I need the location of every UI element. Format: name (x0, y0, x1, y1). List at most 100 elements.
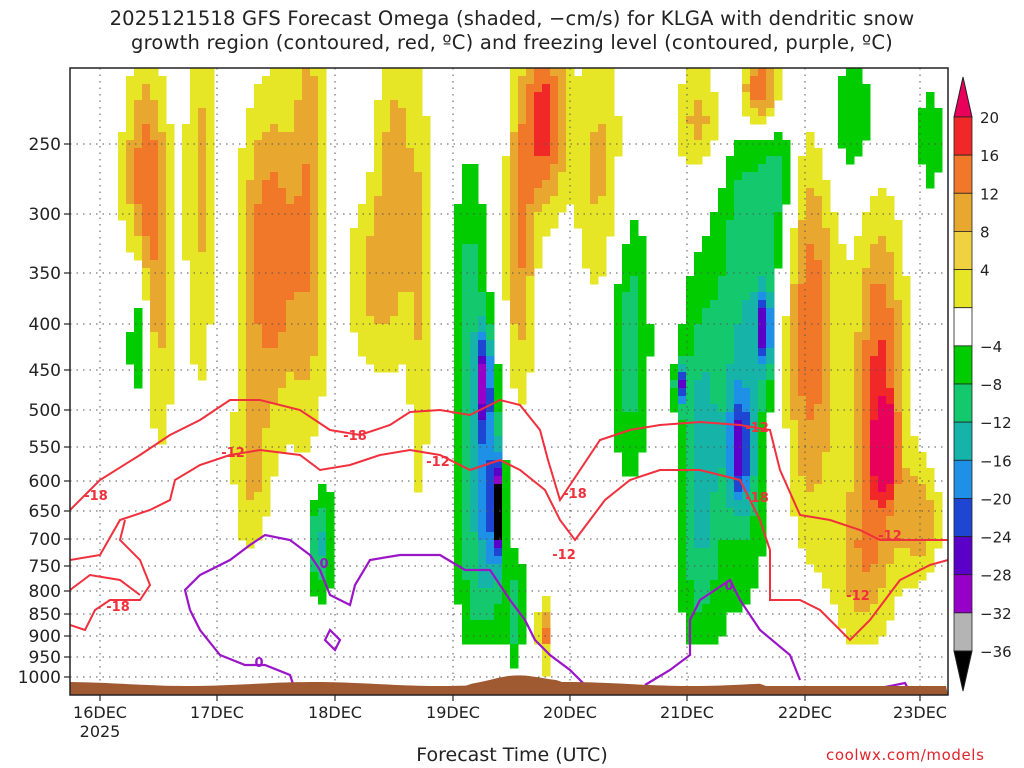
omega-cell (150, 100, 159, 109)
omega-cell (318, 268, 327, 277)
omega-cell (838, 84, 847, 93)
omega-cell (302, 284, 311, 293)
omega-cell (822, 572, 831, 581)
omega-cell (710, 132, 719, 141)
omega-cell (734, 204, 743, 213)
colorbar-band (953, 498, 973, 537)
omega-cell (870, 460, 879, 469)
omega-cell (814, 532, 823, 541)
omega-cell (566, 92, 575, 101)
omega-cell (718, 556, 727, 565)
omega-cell (726, 396, 735, 405)
omega-cell (398, 212, 407, 221)
omega-cell (846, 348, 855, 357)
omega-cell (302, 388, 311, 397)
omega-cell (870, 324, 879, 333)
omega-cell (694, 348, 703, 357)
omega-cell (454, 596, 463, 605)
omega-cell (838, 556, 847, 565)
omega-cell (726, 156, 735, 165)
omega-cell (886, 284, 895, 293)
omega-cell (550, 172, 559, 181)
omega-cell (246, 508, 255, 517)
omega-cell (838, 596, 847, 605)
omega-cell (374, 228, 383, 237)
omega-cell (302, 84, 311, 93)
omega-cell (534, 124, 543, 133)
omega-cell (830, 364, 839, 373)
omega-cell (798, 508, 807, 517)
omega-cell (526, 356, 535, 365)
omega-cell (590, 148, 599, 157)
y-tick-label: 750 (29, 557, 61, 577)
omega-cell (270, 84, 279, 93)
omega-cell (118, 188, 127, 197)
omega-cell (198, 324, 207, 333)
omega-cell (190, 92, 199, 101)
omega-cell (374, 292, 383, 301)
omega-cell (886, 564, 895, 573)
omega-cell (206, 76, 215, 85)
omega-cell (630, 420, 639, 429)
omega-cell (150, 220, 159, 229)
omega-cell (702, 332, 711, 341)
omega-cell (590, 124, 599, 133)
omega-cell (758, 76, 767, 85)
omega-cell (598, 140, 607, 149)
omega-cell (686, 476, 695, 485)
omega-cell (558, 148, 567, 157)
omega-cell (454, 356, 463, 365)
omega-cell (366, 196, 375, 205)
omega-cell (926, 500, 935, 509)
omega-cell (198, 148, 207, 157)
omega-cell (566, 108, 575, 117)
omega-cell (190, 204, 199, 213)
omega-cell (750, 284, 759, 293)
omega-cell (422, 364, 431, 373)
omega-cell (510, 348, 519, 357)
omega-cell (494, 604, 503, 613)
omega-cell (710, 228, 719, 237)
omega-cell (246, 188, 255, 197)
omega-cell (902, 492, 911, 501)
omega-cell (454, 492, 463, 501)
omega-cell (870, 300, 879, 309)
omega-cell (246, 404, 255, 413)
omega-cell (878, 316, 887, 325)
omega-cell (806, 356, 815, 365)
omega-cell (206, 148, 215, 157)
omega-cell (190, 268, 199, 277)
omega-cell (614, 348, 623, 357)
omega-cell (854, 124, 863, 133)
omega-cell (622, 244, 631, 253)
omega-cell (790, 300, 799, 309)
omega-cell (190, 124, 199, 133)
omega-cell (390, 356, 399, 365)
omega-cell (542, 612, 551, 621)
omega-cell (198, 276, 207, 285)
omega-cell (526, 68, 535, 77)
omega-cell (606, 212, 615, 221)
omega-cell (150, 388, 159, 397)
omega-cell (414, 164, 423, 173)
omega-cell (486, 476, 495, 485)
omega-cell (798, 284, 807, 293)
omega-cell (606, 116, 615, 125)
omega-cell (758, 468, 767, 477)
omega-cell (710, 308, 719, 317)
y-tick-label: 550 (29, 438, 61, 458)
omega-cell (366, 300, 375, 309)
omega-cell (710, 556, 719, 565)
omega-cell (878, 396, 887, 405)
omega-cell (454, 244, 463, 253)
omega-cell (710, 324, 719, 333)
omega-cell (862, 332, 871, 341)
omega-cell (158, 412, 167, 421)
omega-cell (142, 148, 151, 157)
omega-cell (542, 620, 551, 629)
omega-cell (382, 236, 391, 245)
omega-cell (766, 300, 775, 309)
omega-cell (510, 644, 519, 653)
omega-cell (622, 332, 631, 341)
omega-cell (390, 228, 399, 237)
